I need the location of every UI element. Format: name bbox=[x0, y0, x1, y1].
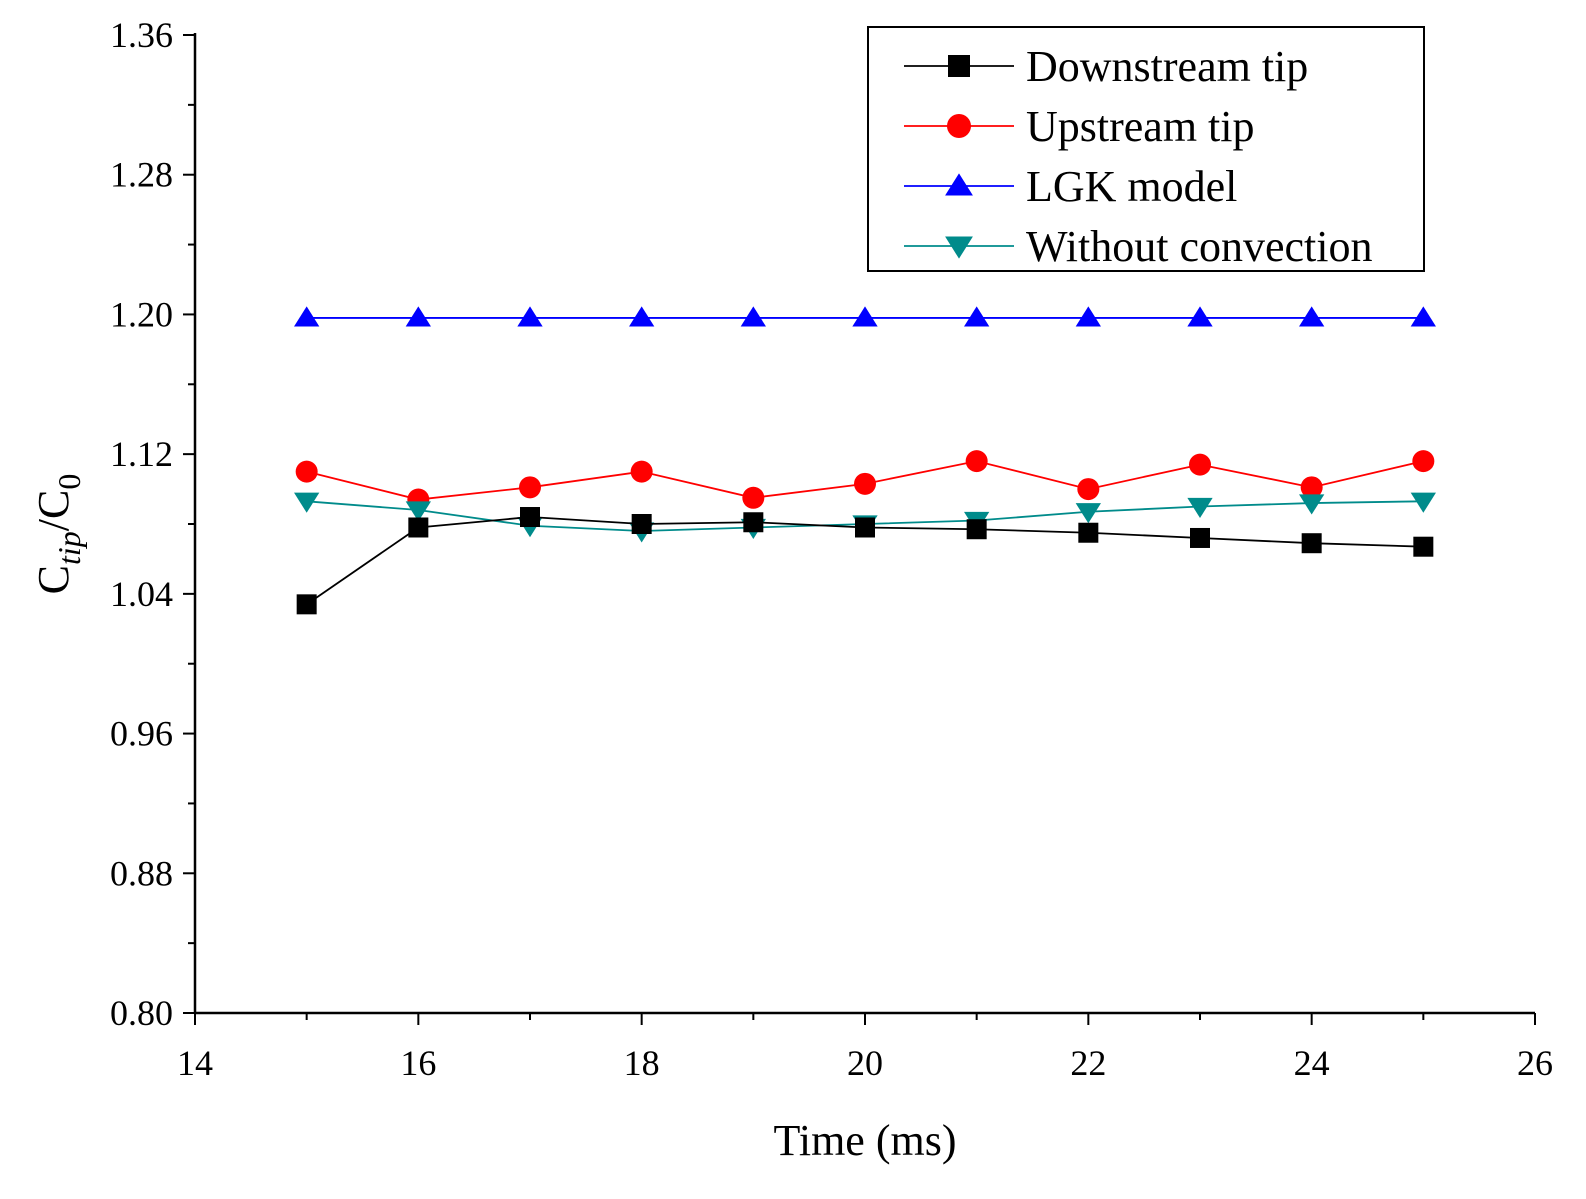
data-point-without-convection bbox=[1075, 503, 1101, 524]
data-point-downstream-tip bbox=[1190, 527, 1210, 548]
legend-label-without-convection: Without convection bbox=[1026, 222, 1372, 271]
y-tick-label: 0.96 bbox=[110, 714, 173, 754]
data-point-lgk-model bbox=[1410, 306, 1436, 327]
y-tick-label: 1.36 bbox=[110, 15, 173, 55]
data-point-downstream-tip bbox=[631, 514, 652, 534]
data-point-without-convection bbox=[1299, 494, 1325, 515]
legend-marker-downstream-tip bbox=[948, 55, 970, 77]
data-point-upstream-tip bbox=[965, 450, 988, 473]
data-point-upstream-tip bbox=[519, 476, 541, 499]
data-point-downstream-tip bbox=[408, 517, 429, 538]
y-tick-label: 1.12 bbox=[110, 434, 173, 474]
data-point-without-convection bbox=[1410, 492, 1436, 513]
data-point-downstream-tip bbox=[1301, 533, 1322, 554]
legend-label-lgk-model: LGK model bbox=[1026, 162, 1237, 211]
x-tick-label: 22 bbox=[1070, 1043, 1106, 1083]
data-point-lgk-model bbox=[1187, 306, 1213, 327]
y-axis-title-slash: /C bbox=[29, 490, 78, 532]
legend: Downstream tip Upstream tip LGK model Witho… bbox=[867, 26, 1425, 272]
data-point-upstream-tip bbox=[854, 472, 876, 495]
y-tick-label: 1.28 bbox=[110, 155, 173, 195]
x-tick-label: 18 bbox=[624, 1043, 660, 1083]
data-point-lgk-model bbox=[405, 306, 431, 327]
legend-item-upstream-tip: Upstream tip bbox=[904, 102, 1255, 151]
legend-label-upstream-tip: Upstream tip bbox=[1026, 102, 1255, 151]
x-ticks: 14 16 18 20 22 24 26 bbox=[177, 1013, 1553, 1083]
x-tick-label: 26 bbox=[1517, 1043, 1553, 1083]
legend-marker-without-convection bbox=[945, 236, 973, 259]
data-point-downstream-tip bbox=[1078, 522, 1099, 543]
data-point-downstream-tip bbox=[855, 517, 875, 538]
legend-item-without-convection: Without convection bbox=[904, 222, 1372, 271]
y-tick-label: 0.88 bbox=[110, 853, 173, 893]
data-point-upstream-tip bbox=[1189, 453, 1211, 476]
data-point-without-convection bbox=[405, 501, 431, 522]
data-point-lgk-model bbox=[1075, 306, 1101, 327]
x-tick-label: 14 bbox=[177, 1043, 213, 1083]
data-point-upstream-tip bbox=[630, 460, 653, 483]
data-point-downstream-tip bbox=[1413, 536, 1434, 557]
legend-marker-lgk-model bbox=[945, 173, 973, 196]
data-point-lgk-model bbox=[740, 306, 766, 327]
y-axis-title-subscript-tip: tip bbox=[51, 531, 87, 565]
y-axis-title: Ctip/C0 bbox=[29, 474, 87, 595]
series-downstream-tip bbox=[296, 507, 1434, 615]
y-ticks: 0.80 0.88 0.96 1.04 1.12 1.20 1.28 1.36 bbox=[110, 15, 195, 1033]
y-axis-title-subscript-zero: 0 bbox=[51, 474, 87, 490]
data-point-lgk-model bbox=[852, 306, 878, 327]
legend-item-downstream-tip: Downstream tip bbox=[904, 42, 1308, 91]
y-axis-title-main: C bbox=[29, 565, 78, 594]
data-point-downstream-tip bbox=[296, 594, 317, 615]
x-tick-label: 20 bbox=[847, 1043, 883, 1083]
x-tick-label: 16 bbox=[400, 1043, 436, 1083]
data-point-upstream-tip bbox=[1412, 450, 1435, 473]
data-point-downstream-tip bbox=[966, 519, 987, 540]
y-tick-label: 1.20 bbox=[110, 294, 173, 334]
data-point-upstream-tip bbox=[1300, 476, 1323, 499]
data-point-downstream-tip bbox=[743, 512, 764, 533]
legend-items: Downstream tip Upstream tip LGK model Witho… bbox=[904, 42, 1372, 271]
x-tick-label: 24 bbox=[1294, 1043, 1330, 1083]
legend-label-downstream-tip: Downstream tip bbox=[1026, 42, 1308, 91]
y-tick-label: 0.80 bbox=[110, 993, 173, 1033]
data-point-downstream-tip bbox=[520, 507, 540, 528]
series-upstream-tip bbox=[295, 450, 1435, 511]
series-lgk-model bbox=[294, 306, 1436, 327]
data-point-without-convection bbox=[294, 492, 320, 513]
data-point-without-convection bbox=[1187, 497, 1213, 519]
data-point-lgk-model bbox=[517, 306, 543, 327]
data-point-lgk-model bbox=[629, 306, 655, 327]
data-point-lgk-model bbox=[1299, 306, 1325, 327]
data-point-lgk-model bbox=[964, 306, 990, 327]
legend-marker-upstream-tip bbox=[947, 114, 971, 138]
data-point-upstream-tip bbox=[1077, 478, 1100, 501]
data-point-lgk-model bbox=[294, 306, 320, 327]
data-point-upstream-tip bbox=[295, 460, 318, 483]
y-tick-label: 1.04 bbox=[110, 574, 173, 614]
legend-item-lgk-model: LGK model bbox=[904, 162, 1237, 211]
x-axis-title: Time (ms) bbox=[774, 1116, 957, 1165]
series-layer bbox=[294, 306, 1436, 615]
data-point-upstream-tip bbox=[742, 486, 765, 509]
